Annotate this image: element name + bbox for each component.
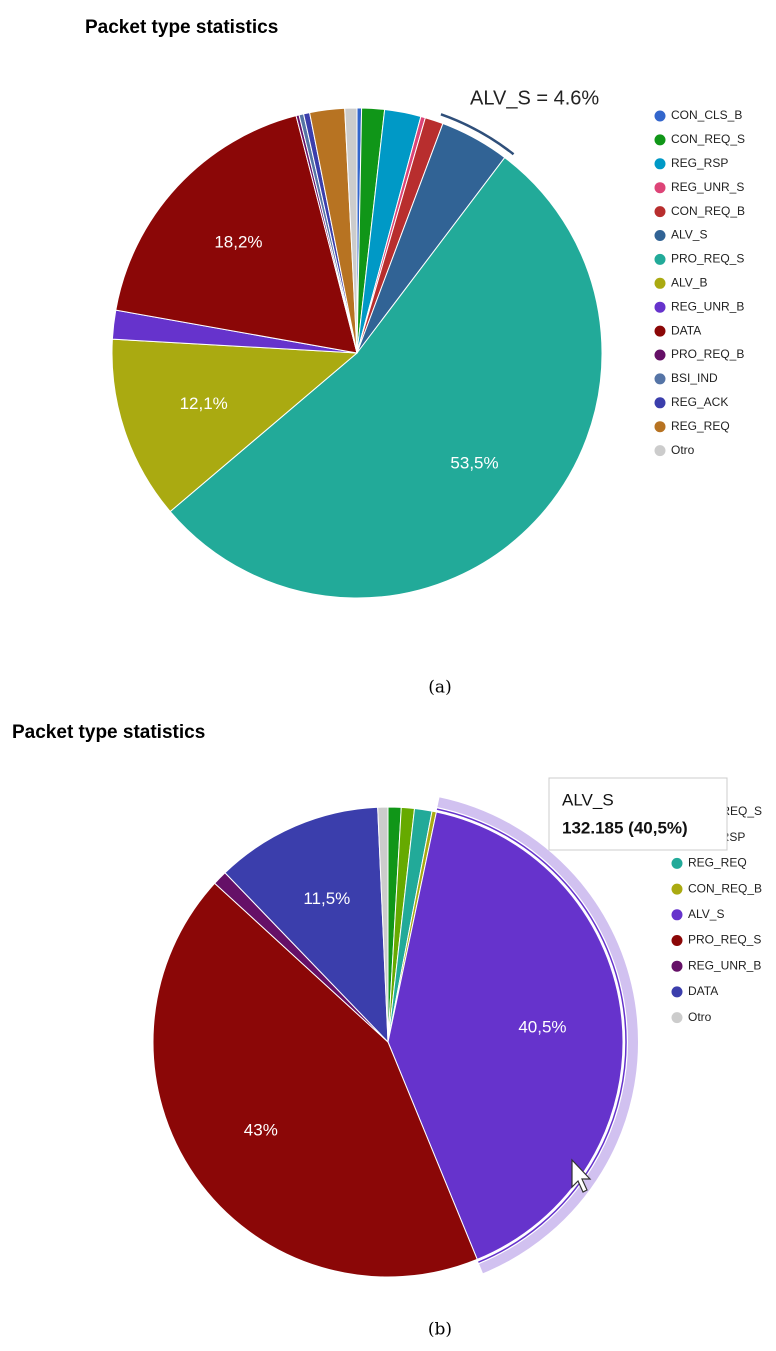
legend-label: REG_UNR_B <box>688 958 761 972</box>
legend-label: DATA <box>671 323 701 337</box>
legend-label: CON_REQ_B <box>688 881 762 895</box>
legend-label: CON_REQ_B <box>671 204 745 218</box>
tooltip-text: 132.185 (40,5%) <box>562 818 688 837</box>
slice-label: 12,1% <box>180 394 228 413</box>
chart-title: Packet type statistics <box>85 17 278 38</box>
slice-label: 18,2% <box>214 233 262 252</box>
legend-label: REG_UNR_B <box>671 299 744 313</box>
pie-slice <box>377 806 389 1043</box>
legend-marker <box>654 110 666 122</box>
legend-marker <box>654 158 666 170</box>
legend-label: Otro <box>688 1010 712 1024</box>
legend-marker <box>654 134 666 146</box>
caption: (a) <box>428 678 451 698</box>
legend-label: ALV_B <box>671 275 707 289</box>
slice-outline <box>436 808 627 1263</box>
legend-label: PRO_REQ_S <box>688 933 761 947</box>
legend-label: REG_ACK <box>671 395 728 409</box>
legend-label: ALV_S <box>671 228 707 242</box>
slice-label: 53,5% <box>450 454 498 473</box>
annotation-arc <box>440 113 515 156</box>
legend-label: REG_RSP <box>671 156 728 170</box>
legend-label: ALV_S <box>688 907 724 921</box>
cursor <box>571 1158 592 1193</box>
pie-slice <box>169 156 603 599</box>
pie-slice <box>152 882 478 1278</box>
legend-marker <box>654 373 666 385</box>
tooltip-title: ALV_S <box>562 790 614 809</box>
chart-title: Packet type statistics <box>12 722 205 743</box>
legend-marker <box>654 277 666 289</box>
legend-marker <box>654 206 666 218</box>
legend-marker <box>654 230 666 241</box>
pie-slice <box>115 115 358 354</box>
legend-marker <box>654 397 666 409</box>
slice-label: 43% <box>244 1120 278 1139</box>
legend-marker <box>671 1012 683 1024</box>
legend-marker <box>671 960 683 972</box>
pie-slice <box>387 811 624 1261</box>
tooltip-box <box>548 777 728 851</box>
legend-marker <box>654 253 666 265</box>
legend-label: CON_REQ_S <box>671 132 745 146</box>
legend-marker <box>654 325 666 337</box>
legend-label: PRO_REQ_B <box>671 347 744 361</box>
legend-label: BSI_IND <box>671 371 718 385</box>
annotation: ALV_S = 4.6% <box>470 87 599 109</box>
pie-slice <box>344 107 358 354</box>
legend-marker <box>671 935 683 946</box>
pie-slice <box>224 806 389 1044</box>
pie-slice <box>111 338 359 513</box>
slice-halo <box>437 797 638 1274</box>
legend-label: CON_CLS_B <box>671 108 742 122</box>
legend-marker <box>654 182 666 194</box>
slice-label: 11,5% <box>303 889 350 908</box>
legend-marker <box>654 445 666 457</box>
legend-marker <box>671 909 683 921</box>
pie-chart: Packet type statistics 40,5% 43% 11,5% CON_R… <box>12 722 762 1339</box>
legend-marker <box>671 857 683 869</box>
caption: (b) <box>428 1320 452 1340</box>
slice-label: 40,5% <box>518 1017 566 1036</box>
legend-label: Otro <box>671 443 695 457</box>
pie-chart: Packet type statistics 53,5% 12,1% 18,2% ALV… <box>85 17 745 697</box>
legend-label: PRO_REQ_S <box>671 252 744 266</box>
legend-label: REG_UNR_S <box>671 180 744 194</box>
legend-marker <box>654 349 666 361</box>
legend-marker <box>671 883 683 895</box>
legend-label: REG_REQ <box>671 419 730 433</box>
legend-label: REG_REQ <box>688 856 747 870</box>
legend-label: DATA <box>688 984 718 998</box>
legend-marker <box>654 421 666 433</box>
legend-marker <box>671 986 683 998</box>
legend-marker <box>654 301 666 313</box>
